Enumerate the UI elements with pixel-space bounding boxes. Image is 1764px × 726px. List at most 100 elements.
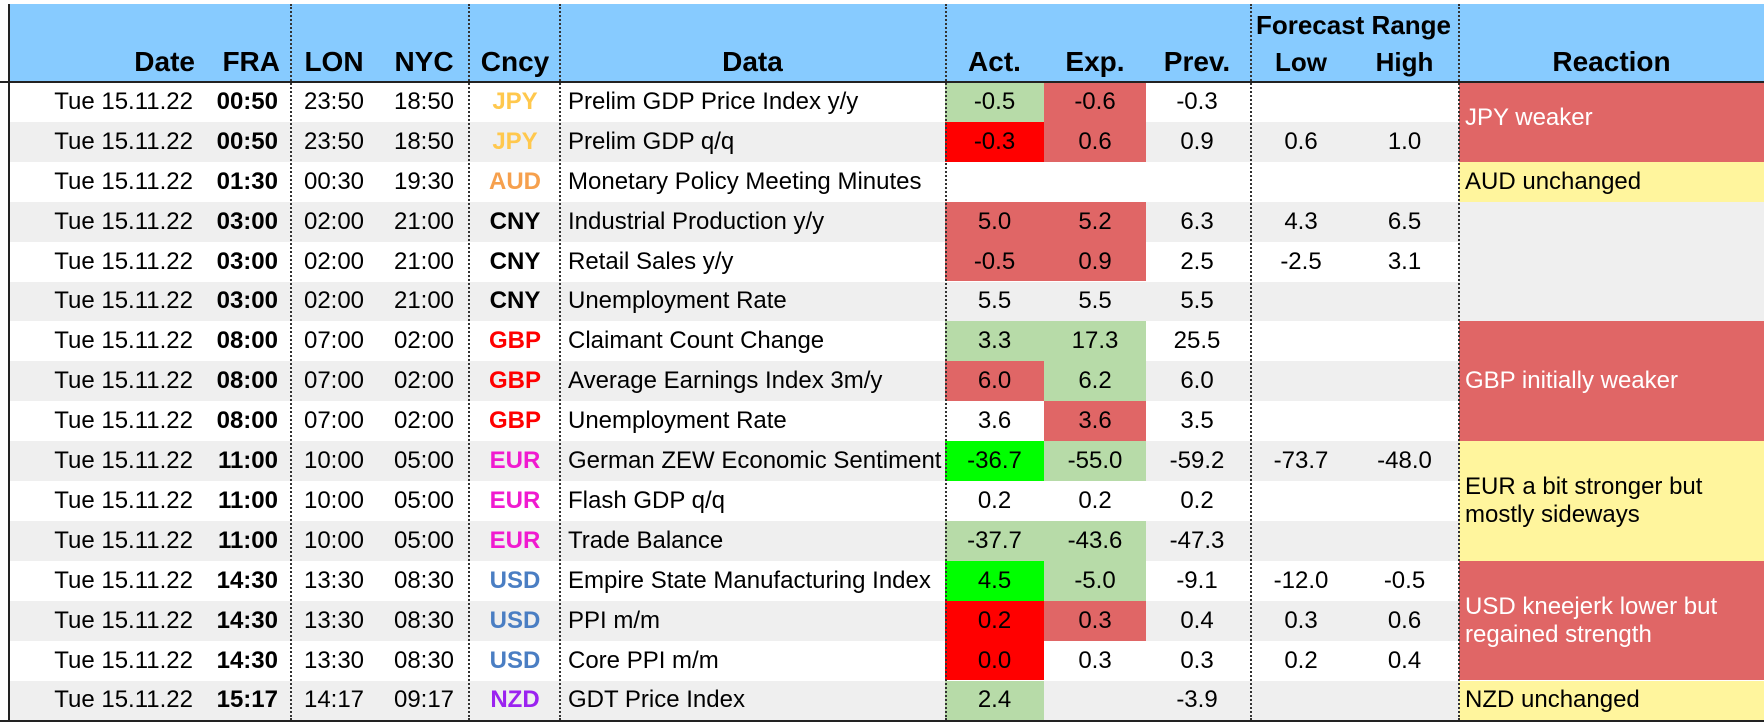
header-row bbox=[8, 4, 1764, 82]
row-currency: NZD bbox=[490, 686, 540, 714]
row-expected bbox=[1044, 681, 1146, 721]
row-nyc-time: 02:00 bbox=[393, 327, 455, 355]
row-lon-time: 02:00 bbox=[303, 207, 365, 235]
table-row bbox=[8, 241, 1459, 282]
row-fra-time: 14:30 bbox=[216, 606, 278, 634]
row-nyc-time: 21:00 bbox=[393, 207, 455, 235]
row-forecast-high bbox=[1352, 401, 1457, 441]
row-actual: -37.7 bbox=[945, 520, 1044, 561]
table-row bbox=[8, 680, 1459, 721]
row-fra-time: 03:00 bbox=[216, 247, 278, 275]
row-date: Tue 15.11.22 bbox=[54, 127, 193, 155]
row-nyc-time: 08:30 bbox=[393, 606, 455, 634]
row-currency: USD bbox=[489, 566, 541, 594]
row-previous: -59.2 bbox=[1169, 447, 1225, 475]
reaction-cell: EUR a bit stronger but mostly sideways bbox=[1459, 441, 1764, 561]
reaction-cell: AUD unchanged bbox=[1459, 161, 1764, 202]
row-nyc-time: 08:30 bbox=[393, 566, 455, 594]
table-row bbox=[8, 361, 1459, 402]
row-nyc-time: 08:30 bbox=[393, 646, 455, 674]
row-forecast-high bbox=[1352, 361, 1457, 401]
row-lon-time: 02:00 bbox=[303, 287, 365, 315]
row-forecast-high bbox=[1352, 282, 1457, 322]
row-nyc-time: 18:50 bbox=[393, 127, 455, 155]
row-currency: USD bbox=[489, 606, 541, 634]
header-fra: FRA bbox=[222, 46, 280, 77]
row-date: Tue 15.11.22 bbox=[54, 606, 193, 634]
row-fra-time: 08:00 bbox=[216, 367, 278, 395]
row-expected: 0.9 bbox=[1044, 241, 1146, 282]
row-currency: EUR bbox=[489, 486, 541, 514]
table-row bbox=[8, 281, 1459, 322]
row-nyc-time: 19:30 bbox=[393, 167, 455, 195]
header-bottom-border bbox=[0, 81, 1764, 83]
row-expected: 5.2 bbox=[1044, 201, 1146, 242]
table-row bbox=[8, 640, 1459, 681]
row-expected: 5.5 bbox=[1078, 287, 1112, 315]
row-indicator: GDT Price Index bbox=[568, 686, 745, 714]
row-forecast-low bbox=[1250, 681, 1352, 721]
row-date: Tue 15.11.22 bbox=[54, 247, 193, 275]
row-fra-time: 11:00 bbox=[217, 526, 278, 554]
row-previous: -0.3 bbox=[1176, 87, 1218, 115]
reaction-cell: USD kneejerk lower but regained strength bbox=[1459, 560, 1764, 681]
row-actual: -0.5 bbox=[945, 82, 1044, 122]
row-forecast-high bbox=[1352, 521, 1457, 561]
row-indicator: Flash GDP q/q bbox=[568, 486, 725, 514]
row-actual: 5.5 bbox=[977, 287, 1012, 315]
row-previous bbox=[1146, 162, 1248, 202]
row-forecast-low bbox=[1250, 401, 1352, 441]
header-previous: Prev. bbox=[1163, 46, 1231, 77]
row-lon-time: 07:00 bbox=[303, 327, 365, 355]
row-currency: CNY bbox=[489, 207, 541, 235]
row-lon-time: 23:50 bbox=[303, 87, 365, 115]
row-lon-time: 10:00 bbox=[303, 526, 365, 554]
row-date: Tue 15.11.22 bbox=[54, 646, 193, 674]
row-actual: 4.5 bbox=[945, 560, 1044, 601]
column-divider bbox=[468, 4, 470, 721]
row-actual: -0.5 bbox=[945, 241, 1044, 282]
row-fra-time: 08:00 bbox=[216, 327, 278, 355]
row-forecast-low: -73.7 bbox=[1273, 447, 1329, 475]
row-actual: 0.2 bbox=[977, 486, 1012, 514]
reaction-cell: NZD unchanged bbox=[1459, 680, 1764, 721]
reaction-cell: JPY weaker bbox=[1459, 82, 1764, 162]
row-lon-time: 10:00 bbox=[303, 486, 365, 514]
row-forecast-high bbox=[1352, 162, 1457, 202]
row-forecast-low bbox=[1250, 521, 1352, 561]
row-forecast-low: 0.2 bbox=[1284, 646, 1318, 674]
row-forecast-high bbox=[1352, 321, 1457, 361]
column-divider bbox=[1249, 4, 1252, 721]
row-indicator: German ZEW Economic Sentiment bbox=[568, 447, 942, 475]
row-currency: EUR bbox=[489, 447, 541, 475]
row-expected: -43.6 bbox=[1044, 520, 1146, 561]
row-forecast-low bbox=[1250, 321, 1352, 361]
table-row bbox=[8, 201, 1459, 242]
row-expected: 0.6 bbox=[1044, 121, 1146, 162]
row-expected: 17.3 bbox=[1044, 321, 1146, 362]
header-lon: LON bbox=[304, 46, 364, 77]
table-row bbox=[8, 82, 1459, 122]
row-indicator: Industrial Production y/y bbox=[568, 207, 825, 235]
table-row bbox=[8, 401, 1459, 442]
header-low: Low bbox=[1275, 47, 1327, 77]
row-lon-time: 13:30 bbox=[303, 566, 365, 594]
row-previous: 3.5 bbox=[1180, 407, 1214, 435]
row-forecast-low bbox=[1250, 361, 1352, 401]
row-currency: GBP bbox=[488, 407, 541, 435]
row-forecast-low bbox=[1250, 162, 1352, 202]
row-date: Tue 15.11.22 bbox=[54, 526, 193, 554]
row-date: Tue 15.11.22 bbox=[54, 686, 193, 714]
header-high: High bbox=[1375, 47, 1434, 77]
row-previous: 2.5 bbox=[1180, 247, 1214, 275]
row-date: Tue 15.11.22 bbox=[54, 407, 193, 435]
row-expected: -0.6 bbox=[1044, 82, 1146, 122]
row-forecast-low: -12.0 bbox=[1273, 566, 1329, 594]
row-indicator: PPI m/m bbox=[568, 606, 661, 634]
header-currency: Cncy bbox=[480, 46, 550, 77]
row-forecast-low: 4.3 bbox=[1284, 207, 1318, 235]
row-currency: EUR bbox=[489, 526, 541, 554]
row-expected: -5.0 bbox=[1044, 560, 1146, 601]
row-nyc-time: 21:00 bbox=[393, 287, 455, 315]
row-expected bbox=[1044, 162, 1146, 202]
